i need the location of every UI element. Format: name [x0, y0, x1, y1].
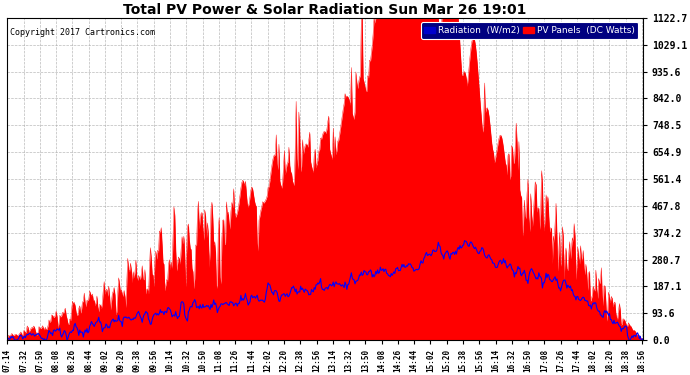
Legend: Radiation  (W/m2), PV Panels  (DC Watts): Radiation (W/m2), PV Panels (DC Watts) — [421, 22, 638, 39]
Title: Total PV Power & Solar Radiation Sun Mar 26 19:01: Total PV Power & Solar Radiation Sun Mar… — [124, 3, 526, 17]
Text: Copyright 2017 Cartronics.com: Copyright 2017 Cartronics.com — [10, 28, 155, 37]
